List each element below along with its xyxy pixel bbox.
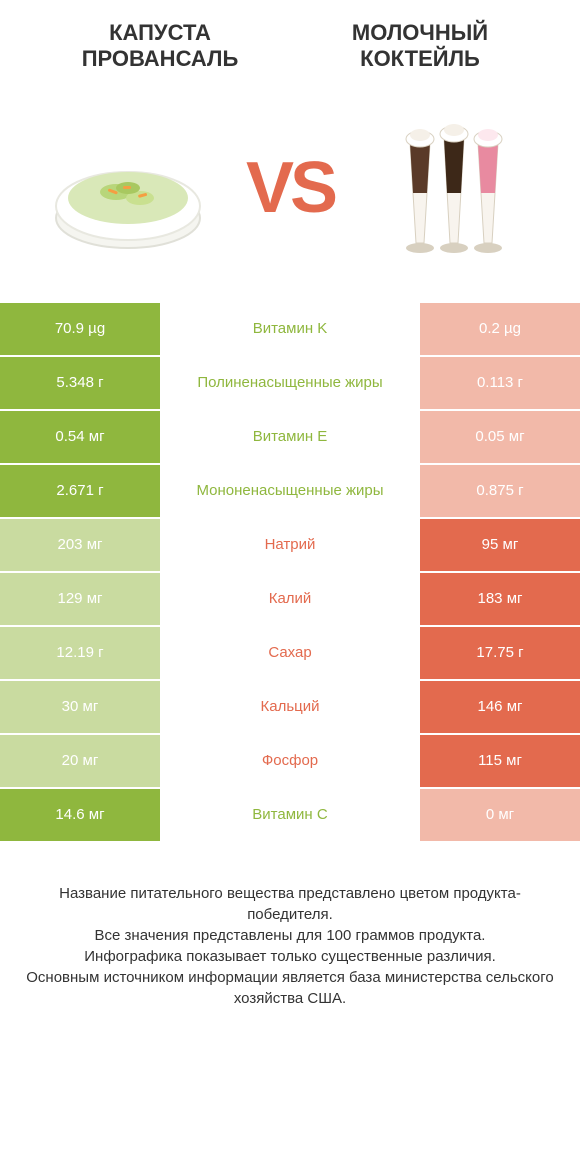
left-product-image (20, 118, 236, 258)
table-row: 203 мгНатрий95 мг (0, 519, 580, 573)
right-value: 17.75 г (420, 627, 580, 679)
right-product-image (344, 103, 560, 273)
nutrient-label: Мононенасыщенные жиры (160, 465, 420, 517)
table-row: 70.9 µgВитамин K0.2 µg (0, 303, 580, 357)
footer-line-2: Все значения представлены для 100 граммо… (25, 925, 555, 946)
table-row: 20 мгФосфор115 мг (0, 735, 580, 789)
left-value: 0.54 мг (0, 411, 160, 463)
left-value: 70.9 µg (0, 303, 160, 355)
nutrient-label: Сахар (160, 627, 420, 679)
left-value: 2.671 г (0, 465, 160, 517)
right-value: 183 мг (420, 573, 580, 625)
table-row: 5.348 гПолиненасыщенные жиры0.113 г (0, 357, 580, 411)
left-value: 203 мг (0, 519, 160, 571)
nutrient-label: Витамин K (160, 303, 420, 355)
footer-line-4: Основным источником информации является … (25, 967, 555, 1009)
left-value: 5.348 г (0, 357, 160, 409)
footer-line-1: Название питательного вещества представл… (25, 883, 555, 925)
table-row: 14.6 мгВитамин C0 мг (0, 789, 580, 843)
left-value: 12.19 г (0, 627, 160, 679)
right-value: 0.875 г (420, 465, 580, 517)
nutrient-label: Витамин E (160, 411, 420, 463)
right-value: 0.2 µg (420, 303, 580, 355)
table-row: 129 мгКалий183 мг (0, 573, 580, 627)
left-value: 129 мг (0, 573, 160, 625)
footer-text: Название питательного вещества представл… (0, 843, 580, 1029)
nutrient-label: Натрий (160, 519, 420, 571)
table-row: 2.671 гМононенасыщенные жиры0.875 г (0, 465, 580, 519)
comparison-table: 70.9 µgВитамин K0.2 µg5.348 гПолиненасыщ… (0, 303, 580, 843)
table-row: 12.19 гСахар17.75 г (0, 627, 580, 681)
nutrient-label: Полиненасыщенные жиры (160, 357, 420, 409)
nutrient-label: Витамин C (160, 789, 420, 841)
table-row: 0.54 мгВитамин E0.05 мг (0, 411, 580, 465)
left-value: 30 мг (0, 681, 160, 733)
right-value: 146 мг (420, 681, 580, 733)
left-value: 14.6 мг (0, 789, 160, 841)
left-value: 20 мг (0, 735, 160, 787)
left-product-title: КАПУСТА ПРОВАНСАЛЬ (30, 20, 290, 73)
vs-text: VS (236, 147, 344, 229)
right-value: 0 мг (420, 789, 580, 841)
right-value: 95 мг (420, 519, 580, 571)
table-row: 30 мгКальций146 мг (0, 681, 580, 735)
right-value: 115 мг (420, 735, 580, 787)
nutrient-label: Кальций (160, 681, 420, 733)
nutrient-label: Фосфор (160, 735, 420, 787)
right-value: 0.113 г (420, 357, 580, 409)
header: КАПУСТА ПРОВАНСАЛЬ МОЛОЧНЫЙ КОКТЕЙЛЬ (0, 0, 580, 83)
right-value: 0.05 мг (420, 411, 580, 463)
image-row: VS (0, 83, 580, 303)
footer-line-3: Инфографика показывает только существенн… (25, 946, 555, 967)
right-product-title: МОЛОЧНЫЙ КОКТЕЙЛЬ (290, 20, 550, 73)
nutrient-label: Калий (160, 573, 420, 625)
